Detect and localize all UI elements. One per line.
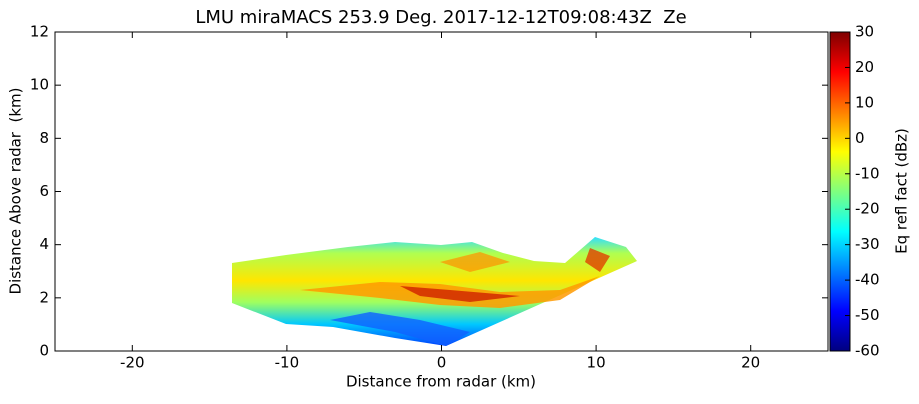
x-tick-label: -20	[120, 354, 145, 372]
colorbar-tick-label: -50	[855, 306, 880, 324]
colorbar-tick-label: -40	[855, 271, 880, 289]
x-tick-label: 10	[587, 354, 606, 372]
colorbar-tick-label: -10	[855, 164, 880, 182]
colorbar-tick-label: -60	[855, 342, 880, 360]
y-tick-label: 4	[39, 235, 49, 253]
y-axis-label: Distance Above radar (km)	[7, 88, 25, 295]
colorbar-tick-label: 0	[855, 129, 865, 147]
colorbar-label: Eq refl fact (dBz)	[893, 128, 911, 254]
radar-echo	[232, 237, 637, 346]
x-tick-label: 0	[437, 354, 447, 372]
colorbar-tick-label: 20	[855, 58, 874, 76]
y-tick-label: 0	[39, 342, 49, 360]
colorbar-tick-label: 30	[855, 23, 874, 41]
y-tick-label: 12	[30, 23, 49, 41]
colorbar-tick-label: 10	[855, 93, 874, 111]
chart-title: LMU miraMACS 253.9 Deg. 2017-12-12T09:08…	[195, 7, 686, 28]
y-tick-label: 8	[39, 129, 49, 147]
y-tick-label: 6	[39, 182, 49, 200]
y-tick-label: 2	[39, 288, 49, 306]
x-tick-label: -10	[275, 354, 300, 372]
x-tick-label: 20	[741, 354, 760, 372]
colorbar-tick-label: -30	[855, 235, 880, 253]
colorbar	[829, 31, 851, 352]
colorbar-tick-label: -20	[855, 200, 880, 218]
y-tick-label: 10	[30, 76, 49, 94]
x-axis-label: Distance from radar (km)	[346, 373, 536, 391]
